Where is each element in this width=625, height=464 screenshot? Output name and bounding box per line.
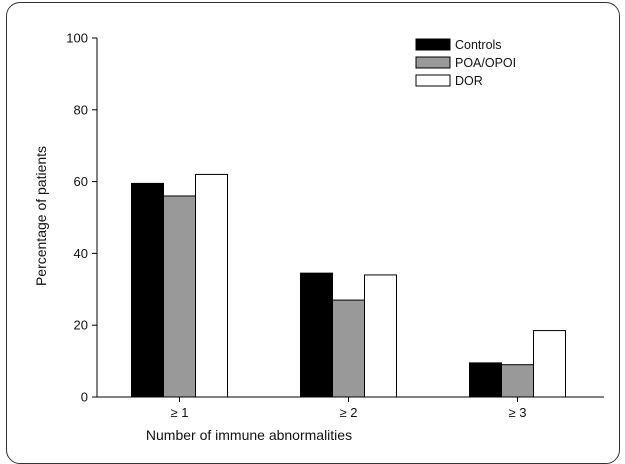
y-tick-label: 0 [81,390,88,405]
legend: Controls POA/OPOI DOR [415,38,516,88]
bar [501,364,534,398]
legend-label: POA/OPOI [455,56,516,70]
y-tick-label: 100 [66,31,88,46]
bar [469,362,502,398]
bar [300,272,333,398]
bar [131,182,164,398]
x-tick-label: ≥ 3 [509,405,527,420]
x-tick-label: ≥ 1 [171,405,189,420]
y-axis-title: Percentage of patients [33,146,49,286]
bar-chart: 0 20 40 60 80 100 ≥ 1 ≥ 2 ≥ 3 Controls POA/OPOI D… [33,31,604,441]
x-axis-title: Number of immune abnormalities [146,427,352,441]
legend-swatch [415,38,451,51]
x-tick-label: ≥ 2 [340,405,358,420]
bar [533,330,566,398]
x-axis: ≥ 1 ≥ 2 ≥ 3 [97,396,604,420]
bar [332,299,365,398]
legend-label: DOR [455,74,483,88]
bar [364,274,397,398]
y-tick-label: 20 [74,318,88,333]
legend-swatch [415,56,451,69]
y-tick-label: 80 [74,102,88,117]
bars [131,173,566,398]
y-tick-label: 60 [74,174,88,189]
legend-label: Controls [455,38,502,52]
y-tick-label: 40 [74,246,88,261]
legend-swatch [415,74,451,87]
bar [195,173,228,398]
y-axis: 0 20 40 60 80 100 [66,31,98,405]
bar [163,195,196,398]
